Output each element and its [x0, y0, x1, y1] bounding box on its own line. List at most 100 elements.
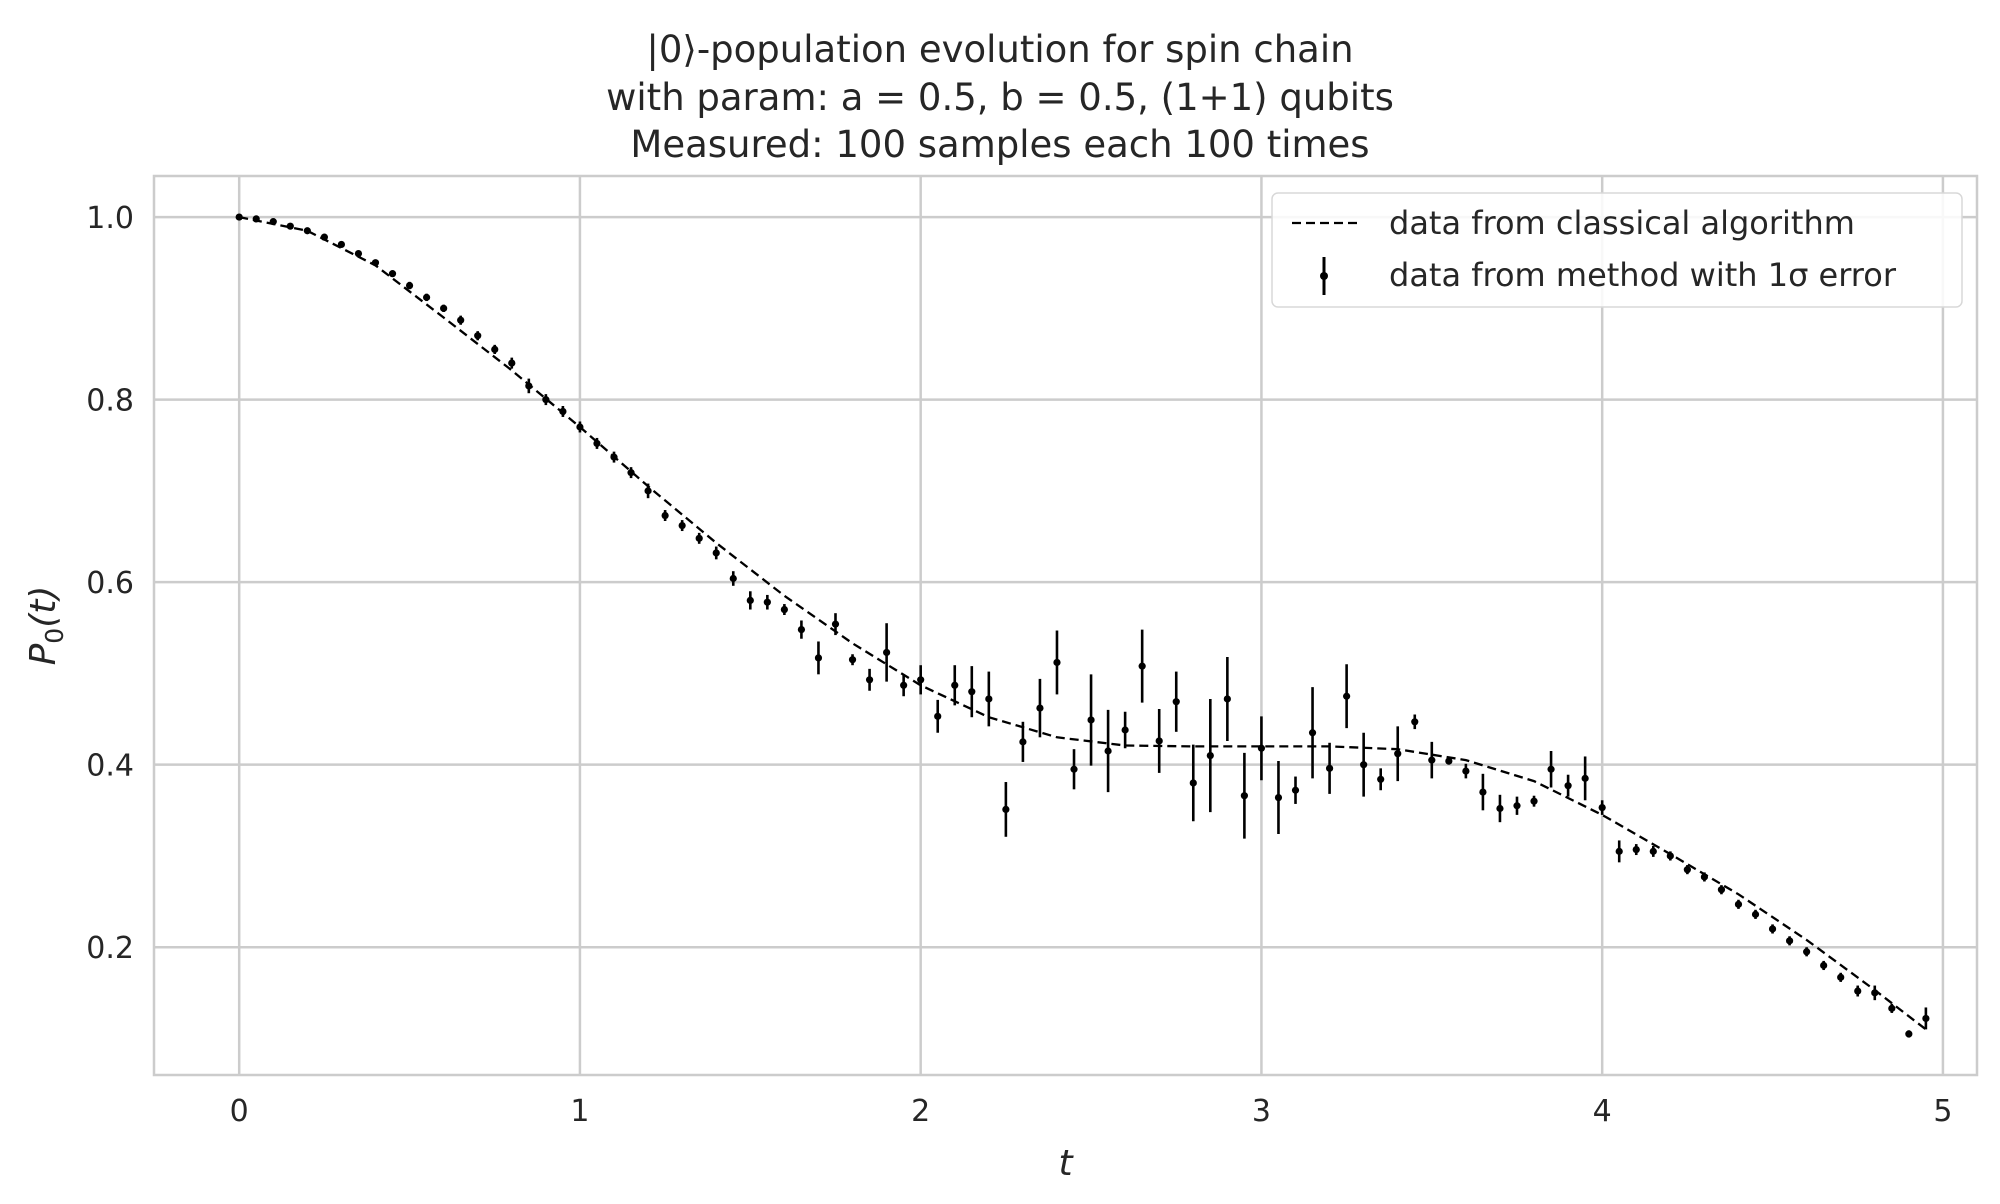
data-point [1649, 847, 1657, 855]
data-point [1138, 662, 1146, 670]
data-point [1666, 852, 1674, 860]
x-tick-label: 5 [1933, 1094, 1952, 1129]
data-point [1002, 805, 1010, 814]
data-point [1257, 744, 1266, 752]
x-tick-label: 2 [911, 1094, 930, 1129]
data-point [440, 304, 448, 312]
data-point [678, 521, 686, 530]
data-point [695, 534, 703, 542]
data-point [1019, 738, 1027, 746]
data-point [457, 316, 465, 324]
data-point [1581, 774, 1589, 782]
data-point [474, 332, 482, 340]
data-point [1343, 692, 1351, 700]
data-point [303, 227, 311, 235]
data-point [746, 596, 754, 605]
data-point [593, 439, 601, 448]
data-point [763, 598, 771, 606]
data-point [1700, 873, 1709, 881]
y-axis-ticks: 0.2 0.4 0.6 0.8 1.0 [86, 201, 134, 966]
data-point [1291, 786, 1300, 794]
x-axis-ticks: 0 1 2 3 4 5 [230, 1094, 1953, 1129]
data-point [1547, 765, 1555, 773]
grid [154, 176, 1977, 1075]
x-tick-label: 4 [1593, 1094, 1612, 1129]
chart-title-line-1: |0⟩-population evolution for spin chain [646, 28, 1353, 71]
classical-curve [238, 215, 1927, 1031]
data-point [1768, 925, 1777, 933]
data-point [1564, 782, 1572, 790]
data-point [1820, 961, 1828, 970]
y-axis-label-suffix: (t) [23, 586, 64, 628]
data-point [968, 688, 976, 696]
data-point [1428, 756, 1436, 764]
data-point [1121, 726, 1129, 734]
x-axis-label: t [1058, 1143, 1074, 1184]
data-point [1734, 900, 1743, 908]
data-point [1462, 767, 1470, 775]
data-point [1496, 804, 1504, 813]
data-point [1717, 886, 1726, 894]
data-point [252, 215, 260, 223]
data-point [337, 240, 346, 249]
legend-label-classical: data from classical algorithm [1389, 204, 1855, 242]
x-tick-label: 0 [230, 1094, 249, 1129]
y-tick-label: 1.0 [86, 201, 134, 236]
data-point [1479, 788, 1487, 796]
data-point [371, 259, 380, 267]
data-point [1445, 757, 1453, 765]
data-point [814, 654, 823, 662]
data-point [1274, 793, 1283, 802]
data-point [627, 469, 635, 477]
data-point [1036, 704, 1044, 712]
data-point [1155, 737, 1163, 745]
data-point [1189, 779, 1197, 787]
data-point [405, 281, 414, 290]
data-point [354, 249, 363, 258]
data-point [422, 293, 431, 301]
data-point [1513, 802, 1521, 810]
data-point [951, 681, 959, 689]
data-point [1394, 750, 1402, 758]
data-point [831, 620, 840, 628]
data-point [1172, 698, 1180, 706]
data-point [1070, 765, 1078, 773]
data-point [1751, 910, 1760, 918]
x-tick-label: 1 [570, 1094, 589, 1129]
data-point [712, 549, 720, 557]
data-point [1240, 792, 1248, 800]
legend-label-method: data from method with 1σ error [1389, 256, 1897, 294]
data-point [883, 648, 891, 657]
data-point [610, 453, 618, 461]
data-point [780, 605, 788, 614]
chart-title-line-2: with param: a = 0.5, b = 0.5, (1+1) qubi… [606, 76, 1394, 119]
data-point [1905, 1030, 1913, 1038]
data-point [900, 681, 908, 689]
data-point [269, 218, 277, 226]
data-point [1104, 747, 1112, 755]
data-point [491, 345, 499, 354]
y-tick-label: 0.8 [86, 384, 134, 419]
data-point [1206, 751, 1214, 760]
data-point [1223, 695, 1231, 703]
data-point [1411, 718, 1419, 726]
data-point [797, 626, 806, 634]
data-point [388, 270, 397, 278]
legend: data from classical algorithm data from … [1271, 192, 1963, 308]
data-point [1087, 716, 1095, 724]
data-point [985, 695, 993, 703]
data-point [1922, 1014, 1930, 1023]
data-point [1615, 847, 1623, 855]
y-tick-label: 0.2 [86, 931, 134, 966]
data-point [1888, 1004, 1896, 1012]
x-tick-label: 3 [1252, 1094, 1271, 1129]
y-axis-label: P0(t) [23, 586, 69, 666]
chart-title-line-3: Measured: 100 samples each 100 times [630, 123, 1369, 166]
data-point [1530, 797, 1538, 805]
data-point [1803, 948, 1811, 956]
data-point [917, 676, 925, 684]
data-point [1632, 845, 1640, 854]
data-point [1360, 761, 1368, 769]
plot-frame [152, 174, 1979, 1077]
